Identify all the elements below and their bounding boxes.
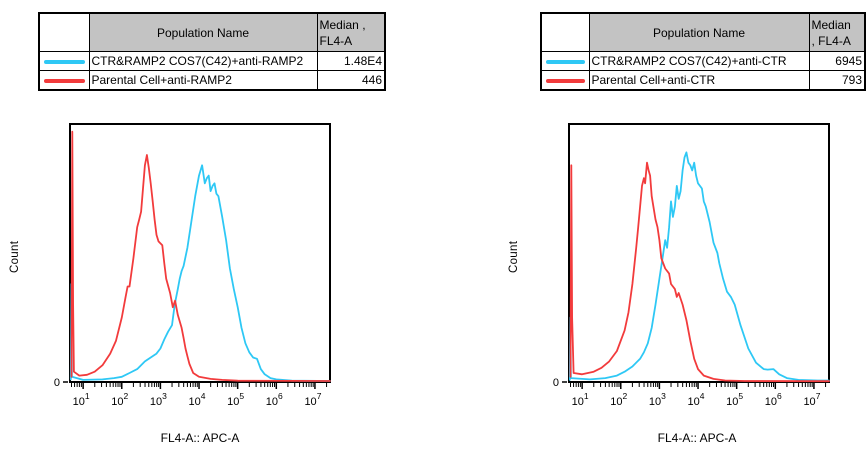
legend-col-median: Median , FL4-A — [316, 12, 386, 52]
x-tick-label: 106 — [765, 391, 782, 408]
population-name: Parental Cell+anti-CTR — [588, 70, 810, 91]
legend-row[interactable]: Parental Cell+anti-CTR 793 — [540, 70, 866, 91]
legend-table[interactable]: Population Name Median , FL4-A CTR&RAMP2… — [38, 12, 386, 91]
median-value: 6945 — [808, 51, 866, 71]
legend-row[interactable]: CTR&RAMP2 COS7(C42)+anti-CTR 6945 — [540, 51, 866, 71]
x-tick-label: 102 — [610, 391, 627, 408]
legend-swatch-header-cell — [540, 12, 590, 52]
x-tick-label: 104 — [688, 391, 705, 408]
legend-col-median-line1: Median , — [319, 17, 366, 32]
legend-row[interactable]: CTR&RAMP2 COS7(C42)+anti-RAMP2 1.48E4 — [38, 51, 386, 71]
x-tick-label: 107 — [803, 391, 820, 408]
legend-col-median-line2: , FL4-A — [811, 33, 851, 48]
x-tick-label: 103 — [649, 391, 666, 408]
legend-col-median-line1: Median — [811, 17, 851, 32]
population-name: CTR&RAMP2 COS7(C42)+anti-CTR — [588, 51, 810, 71]
y-axis-label: Count — [508, 240, 520, 274]
population-name: Parental Cell+anti-RAMP2 — [88, 70, 318, 91]
plot-frame — [568, 123, 830, 383]
median-value: 1.48E4 — [316, 51, 386, 71]
legend-swatch-red — [44, 78, 85, 83]
y-zero-label: 0 — [553, 377, 559, 389]
legend-swatch-cyan — [44, 59, 85, 64]
plot-frame — [69, 123, 331, 383]
median-value: 446 — [316, 70, 386, 91]
x-axis-label: FL4-A:: APC-A — [657, 431, 737, 445]
series-curve-red — [569, 161, 830, 383]
population-name: CTR&RAMP2 COS7(C42)+anti-RAMP2 — [88, 51, 318, 71]
series-curve-cyan — [69, 164, 331, 382]
y-zero-label: 0 — [54, 377, 60, 389]
x-tick-label: 101 — [572, 391, 589, 408]
legend-swatch-red — [546, 78, 585, 83]
legend-header-row: Population Name Median , FL4-A — [540, 12, 866, 52]
x-tick-label: 105 — [726, 391, 743, 408]
histogram-plot[interactable]: 101 102 103 104 105 106 107 0 — [553, 118, 854, 414]
legend-col-median-line2: FL4-A — [319, 33, 353, 48]
series-curve-cyan — [568, 151, 830, 382]
legend-col-median: Median , FL4-A — [808, 12, 866, 52]
legend-swatch-cyan — [546, 59, 585, 64]
x-axis-label: FL4-A:: APC-A — [160, 431, 240, 445]
median-value: 793 — [808, 70, 866, 91]
legend-col-population: Population Name — [588, 12, 810, 52]
legend-table[interactable]: Population Name Median , FL4-A CTR&RAMP2… — [540, 12, 866, 91]
legend-row[interactable]: Parental Cell+anti-RAMP2 446 — [38, 70, 386, 91]
series-curve-red — [70, 130, 331, 382]
